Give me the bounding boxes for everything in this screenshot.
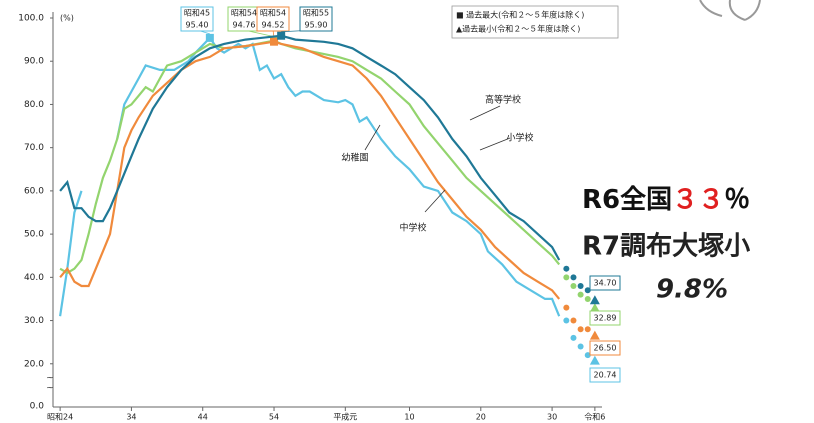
- x-tick-label: 令和6: [584, 412, 605, 422]
- min-value: 26.50: [594, 344, 617, 353]
- y-tick-label: 90.0: [24, 57, 44, 67]
- recent-dot: [578, 292, 584, 298]
- y-tick-label: 40.0: [24, 273, 44, 283]
- name-leader: [425, 190, 445, 212]
- series-line: [60, 42, 559, 299]
- max-year: 昭和45: [184, 9, 210, 18]
- x-tick-label: 30: [547, 413, 557, 422]
- recent-dot: [578, 326, 584, 332]
- series-line: [60, 191, 81, 316]
- illustration-stroke: [730, 0, 745, 20]
- y-break-label: 0.0: [30, 402, 45, 412]
- max-marker: [270, 38, 278, 46]
- max-value: 94.52: [262, 21, 285, 30]
- x-tick-label: 44: [198, 413, 208, 422]
- recent-dot: [563, 266, 569, 272]
- recent-dot: [578, 343, 584, 349]
- min-value: 34.70: [594, 279, 617, 288]
- y-tick-label: 20.0: [24, 359, 44, 369]
- series-label: 高等学校: [485, 94, 521, 106]
- x-tick-label: 平成元: [333, 412, 357, 422]
- min-value: 20.74: [594, 371, 617, 380]
- overlay-part: R6全国: [582, 185, 672, 215]
- min-marker: [590, 331, 600, 340]
- recent-dot: [570, 283, 576, 289]
- max-marker: [206, 34, 214, 42]
- max-marker: [277, 32, 285, 40]
- recent-dot: [563, 274, 569, 280]
- recent-dot: [578, 283, 584, 289]
- max-value: 95.90: [305, 21, 328, 30]
- name-leader: [365, 125, 380, 150]
- y-tick-label: 80.0: [24, 100, 44, 110]
- y-unit: (%): [60, 14, 74, 23]
- illustration-stroke: [700, 0, 722, 16]
- max-year: 昭和54: [231, 9, 257, 18]
- recent-dot: [570, 318, 576, 324]
- min-value: 32.89: [594, 314, 617, 323]
- series-line: [117, 38, 559, 316]
- overlay-part: ％: [724, 185, 750, 215]
- max-year: 昭和54: [260, 9, 286, 18]
- y-tick-label: 60.0: [24, 186, 44, 196]
- illustration-stroke: [745, 0, 760, 20]
- legend-label: ■ 過去最大(令和２～５年度は除く): [456, 10, 584, 20]
- chart: (%) 0.0 ~ ~ ■ 過去最大(令和２～５年度は除く) ▲過去最小(令和２…: [0, 0, 814, 423]
- illustration: [700, 0, 760, 20]
- recent-dot: [585, 326, 591, 332]
- overlay-part: ３３: [672, 185, 724, 215]
- overlay-line: 9.8%: [656, 275, 728, 305]
- max-value: 95.40: [186, 21, 209, 30]
- x-tick-label: 54: [269, 413, 279, 422]
- series-label: 幼稚園: [341, 152, 368, 164]
- min-marker: [590, 295, 600, 304]
- y-tick-label: 70.0: [24, 143, 44, 153]
- overlay-line: R6全国３３％: [582, 185, 750, 215]
- series-line: [60, 41, 559, 273]
- recent-dot: [570, 335, 576, 341]
- x-tick-label: 20: [476, 413, 486, 422]
- y-tick-label: 50.0: [24, 230, 44, 240]
- legend-label: ▲過去最小(令和２～５年度は除く): [456, 24, 580, 34]
- overlay-line: R7調布大塚小: [582, 232, 750, 262]
- series-label: 小学校: [506, 132, 533, 144]
- recent-dot: [563, 305, 569, 311]
- min-marker: [590, 356, 600, 365]
- x-tick-label: 34: [126, 413, 136, 422]
- max-year: 昭和55: [303, 9, 329, 18]
- recent-dot: [585, 296, 591, 302]
- x-tick-label: 10: [404, 413, 414, 422]
- max-value: 94.76: [233, 21, 256, 30]
- recent-dot: [570, 274, 576, 280]
- y-tick-label: 100.0: [18, 14, 44, 24]
- series-label: 中学校: [399, 222, 426, 234]
- y-tick-label: 30.0: [24, 316, 44, 326]
- name-leader: [470, 106, 500, 120]
- recent-dot: [563, 318, 569, 324]
- x-tick-label: 昭和24: [47, 413, 73, 422]
